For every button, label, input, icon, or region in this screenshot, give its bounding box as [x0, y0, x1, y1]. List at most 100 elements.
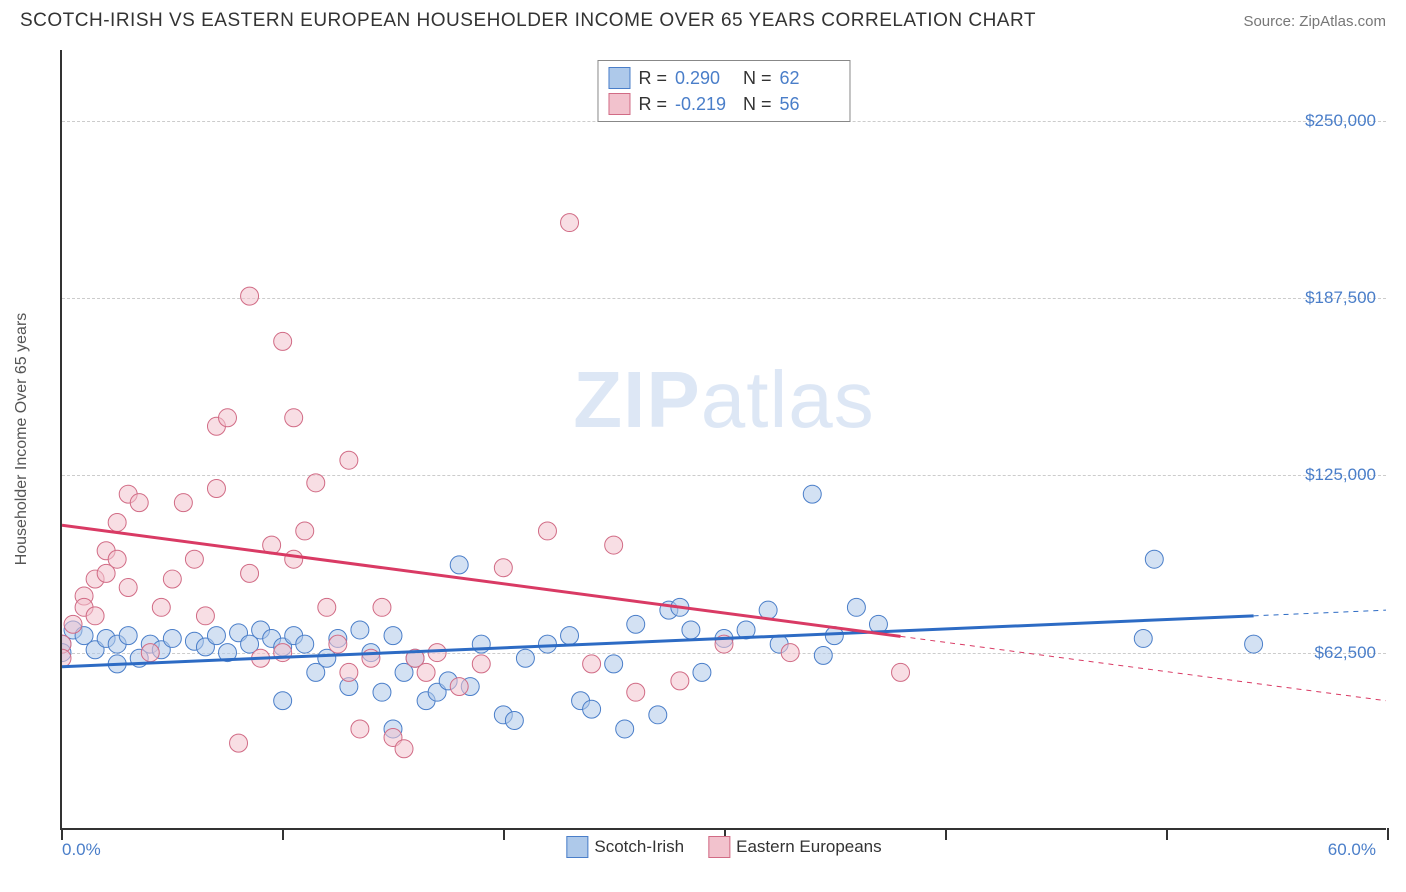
stat-row: R =0.290N =62	[608, 65, 839, 91]
data-point	[230, 734, 248, 752]
data-point	[108, 655, 126, 673]
data-point	[163, 570, 181, 588]
data-point	[207, 627, 225, 645]
stat-r-value: -0.219	[675, 94, 735, 115]
data-point	[450, 678, 468, 696]
data-point	[340, 451, 358, 469]
data-point	[86, 607, 104, 625]
data-point	[274, 332, 292, 350]
data-point	[241, 287, 259, 305]
data-point	[384, 720, 402, 738]
data-point	[119, 485, 137, 503]
data-point	[671, 598, 689, 616]
data-point	[185, 550, 203, 568]
data-point	[141, 635, 159, 653]
data-point	[163, 629, 181, 647]
data-point	[307, 663, 325, 681]
legend-swatch	[708, 836, 730, 858]
data-point	[660, 601, 678, 619]
data-point	[86, 570, 104, 588]
stats-box: R =0.290N =62R =-0.219N =56	[597, 60, 850, 122]
data-point	[649, 706, 667, 724]
data-point	[108, 513, 126, 531]
data-point	[869, 615, 887, 633]
legend-label: Scotch-Irish	[594, 837, 684, 857]
data-point	[152, 598, 170, 616]
data-point	[285, 409, 303, 427]
data-point	[561, 627, 579, 645]
data-point	[384, 728, 402, 746]
series-legend: Scotch-Irish Eastern Europeans	[566, 836, 881, 858]
data-point	[627, 615, 645, 633]
data-point	[86, 641, 104, 659]
data-point	[207, 480, 225, 498]
data-point	[616, 720, 634, 738]
y-tick-label: $62,500	[1315, 643, 1376, 663]
data-point	[583, 655, 601, 673]
data-point	[803, 485, 821, 503]
watermark: ZIPatlas	[573, 354, 874, 446]
stat-n-value: 62	[780, 68, 840, 89]
data-point	[97, 564, 115, 582]
data-point	[97, 629, 115, 647]
data-point	[1145, 550, 1163, 568]
stat-n-value: 56	[780, 94, 840, 115]
x-tick	[1166, 828, 1168, 840]
data-point	[538, 635, 556, 653]
data-point	[1245, 635, 1263, 653]
data-point	[538, 522, 556, 540]
data-point	[75, 598, 93, 616]
stat-r-label: R =	[638, 68, 667, 89]
grid-line	[62, 298, 1386, 299]
data-point	[108, 550, 126, 568]
data-point	[561, 214, 579, 232]
legend-swatch	[608, 93, 630, 115]
data-point	[307, 474, 325, 492]
data-point	[263, 629, 281, 647]
data-point	[671, 672, 689, 690]
data-point	[263, 536, 281, 554]
legend-label: Eastern Europeans	[736, 837, 882, 857]
data-point	[62, 635, 71, 653]
source-attribution: Source: ZipAtlas.com	[1243, 13, 1386, 30]
data-point	[130, 494, 148, 512]
trend-line	[62, 616, 1254, 667]
grid-line	[62, 653, 1386, 654]
data-point	[417, 663, 435, 681]
scatter-svg	[62, 50, 1386, 828]
data-point	[572, 692, 590, 710]
stat-r-label: R =	[638, 94, 667, 115]
data-point	[329, 629, 347, 647]
x-axis-min-label: 0.0%	[62, 840, 101, 860]
data-point	[296, 522, 314, 540]
data-point	[207, 417, 225, 435]
data-point	[583, 700, 601, 718]
data-point	[185, 632, 203, 650]
data-point	[428, 683, 446, 701]
data-point	[737, 621, 755, 639]
stat-n-label: N =	[743, 94, 772, 115]
data-point	[693, 663, 711, 681]
y-tick-label: $187,500	[1305, 288, 1376, 308]
data-point	[505, 712, 523, 730]
x-tick	[282, 828, 284, 840]
y-tick-label: $250,000	[1305, 111, 1376, 131]
data-point	[340, 663, 358, 681]
x-tick	[945, 828, 947, 840]
x-axis-max-label: 60.0%	[1328, 840, 1376, 860]
data-point	[62, 635, 71, 653]
data-point	[417, 692, 435, 710]
data-point	[108, 635, 126, 653]
data-point	[340, 678, 358, 696]
data-point	[296, 635, 314, 653]
data-point	[230, 624, 248, 642]
y-axis-title: Householder Income Over 65 years	[13, 313, 31, 566]
data-point	[384, 627, 402, 645]
data-point	[759, 601, 777, 619]
data-point	[439, 672, 457, 690]
data-point	[472, 655, 490, 673]
data-point	[682, 621, 700, 639]
data-point	[219, 409, 237, 427]
data-point	[461, 678, 479, 696]
data-point	[351, 621, 369, 639]
